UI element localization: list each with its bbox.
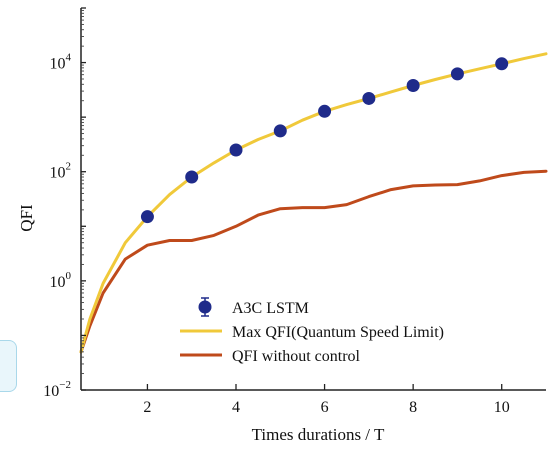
y-tick-label: 102: [50, 161, 72, 182]
legend-marker: [198, 300, 212, 314]
series-layer: [79, 52, 548, 354]
data-point: [318, 104, 332, 118]
x-tick-label: 4: [232, 399, 240, 416]
y-tick-label: 10−2: [43, 379, 71, 400]
ticks-layer: 2 4 6 8 10 10−2 100 102 104: [43, 7, 510, 416]
x-axis-title: Times durations / T: [252, 425, 385, 444]
legend-label: A3C LSTM: [232, 300, 309, 317]
data-point: [406, 79, 420, 93]
axes-layer: [80, 8, 546, 391]
x-tick-label: 8: [409, 399, 417, 416]
y-axis-title: QFI: [17, 204, 36, 232]
data-point: [273, 124, 287, 138]
x-tick-label: 6: [321, 399, 329, 416]
data-point: [362, 91, 376, 105]
series-line: [79, 52, 548, 354]
x-tick-label: 10: [494, 399, 510, 416]
side-panel-tab[interactable]: [0, 340, 17, 392]
data-point: [185, 170, 199, 184]
legend-label: QFI without control: [232, 348, 361, 365]
y-tick-label: 100: [50, 270, 72, 291]
x-tick-label: 2: [143, 399, 151, 416]
y-tick-label: 104: [50, 52, 72, 73]
data-point: [450, 67, 464, 81]
data-point: [229, 143, 243, 157]
series-line: [79, 169, 548, 354]
data-point: [495, 57, 509, 71]
legend-label: Max QFI(Quantum Speed Limit): [232, 324, 444, 341]
legend: A3C LSTM Max QFI(Quantum Speed Limit) QFI …: [180, 297, 444, 365]
data-point: [140, 210, 154, 224]
